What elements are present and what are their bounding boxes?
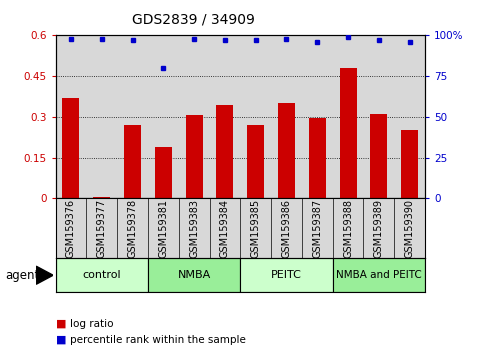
Text: control: control xyxy=(83,270,121,280)
Text: GSM159389: GSM159389 xyxy=(374,199,384,258)
Bar xyxy=(185,115,202,198)
Text: GSM159384: GSM159384 xyxy=(220,199,230,258)
Bar xyxy=(340,68,356,198)
Text: GSM159385: GSM159385 xyxy=(251,199,261,258)
Text: PEITC: PEITC xyxy=(271,270,302,280)
Bar xyxy=(148,258,241,292)
Bar xyxy=(309,118,326,198)
Text: GSM159378: GSM159378 xyxy=(128,199,138,258)
Bar xyxy=(155,147,172,198)
Text: GDS2839 / 34909: GDS2839 / 34909 xyxy=(132,12,255,27)
Text: NMBA: NMBA xyxy=(177,270,211,280)
Text: GSM159390: GSM159390 xyxy=(405,199,414,258)
Text: GSM159387: GSM159387 xyxy=(313,199,322,258)
Bar xyxy=(93,197,110,198)
Bar xyxy=(241,258,333,292)
Text: GSM159388: GSM159388 xyxy=(343,199,353,258)
Text: GSM159386: GSM159386 xyxy=(282,199,291,258)
Text: log ratio: log ratio xyxy=(70,319,114,329)
Bar xyxy=(216,104,233,198)
Bar xyxy=(333,258,425,292)
Text: GSM159383: GSM159383 xyxy=(189,199,199,258)
Polygon shape xyxy=(36,266,53,284)
Text: GSM159377: GSM159377 xyxy=(97,199,107,258)
Bar xyxy=(247,125,264,198)
Text: ■: ■ xyxy=(56,319,66,329)
Text: agent: agent xyxy=(5,269,39,282)
Text: GSM159376: GSM159376 xyxy=(66,199,76,258)
Text: NMBA and PEITC: NMBA and PEITC xyxy=(336,270,422,280)
Text: GSM159381: GSM159381 xyxy=(158,199,168,258)
Bar xyxy=(124,125,141,198)
Bar xyxy=(62,98,79,198)
Text: percentile rank within the sample: percentile rank within the sample xyxy=(70,335,246,345)
Bar xyxy=(56,258,148,292)
Bar xyxy=(370,114,387,198)
Text: ■: ■ xyxy=(56,335,66,345)
Bar xyxy=(278,103,295,198)
Bar xyxy=(401,130,418,198)
